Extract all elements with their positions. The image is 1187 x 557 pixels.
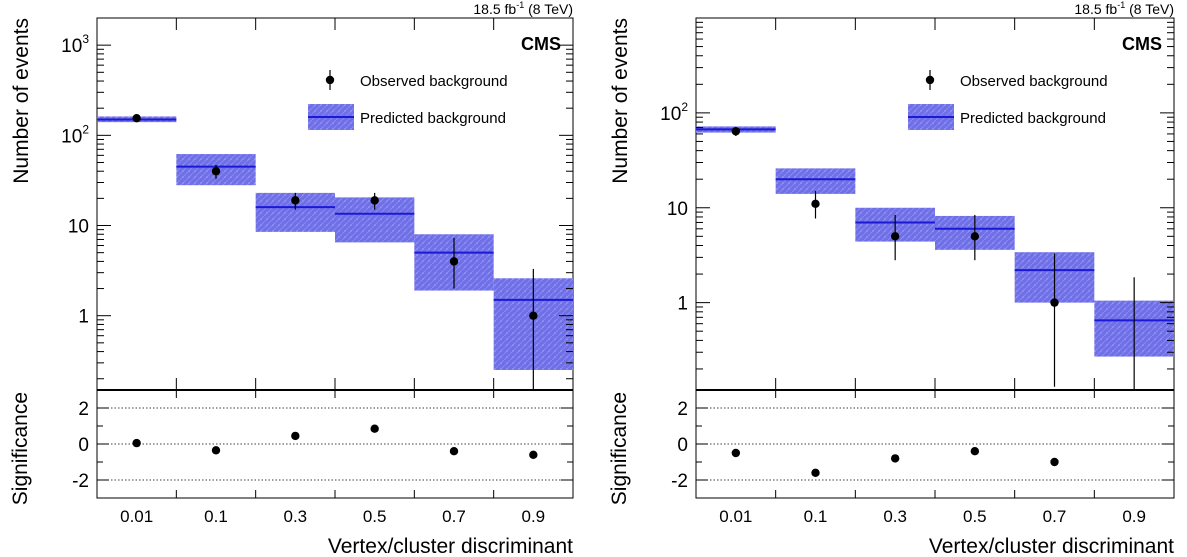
significance-axis-title: Significance <box>608 392 631 505</box>
significance-point-0.7 <box>1050 457 1059 467</box>
y-tick-label: 10 <box>68 217 89 238</box>
y-tick-label: 1 <box>78 307 89 328</box>
y-axis-title: Number of events <box>609 18 632 184</box>
observed-point-0.7 <box>1050 298 1059 307</box>
x-tick-label: 0.7 <box>1043 507 1067 526</box>
observed-point-0.3 <box>890 232 900 241</box>
y-tick-label: 102 <box>61 122 89 147</box>
significance-point-0.1 <box>211 446 221 455</box>
x-axis-title: Vertex/cluster discriminant <box>328 535 573 557</box>
observed-point-0.1 <box>811 199 820 209</box>
significance-axis-title: Significance <box>9 392 32 505</box>
sig-y-tick-label: 2 <box>78 399 89 420</box>
legend-observed-marker <box>925 75 935 85</box>
x-tick-label: 0.7 <box>442 507 466 526</box>
significance-point-0.1 <box>811 468 820 477</box>
y-tick-label-exponent: 3 <box>82 32 89 46</box>
y-tick-label-base: 1 <box>78 307 89 328</box>
x-axis-title: Vertex/cluster discriminant <box>929 535 1174 557</box>
significance-point-0.01 <box>132 438 141 448</box>
y-tick-label: 103 <box>61 32 89 57</box>
observed-point-0.3 <box>291 196 300 205</box>
sig-y-tick-label: 0 <box>677 435 688 456</box>
observed-point-0.9 <box>529 311 538 320</box>
observed-point-0.5 <box>970 232 980 241</box>
sig-y-tick-label: -2 <box>72 471 89 492</box>
y-tick-label: 10 <box>667 199 688 220</box>
significance-point-0.9 <box>529 450 538 459</box>
y-axis-title: Number of events <box>10 18 33 184</box>
x-tick-label: 0.3 <box>883 507 907 526</box>
observed-point-0.5 <box>370 196 379 205</box>
y-tick-label: 1 <box>677 294 688 315</box>
y-tick-label-base: 10 <box>68 217 89 238</box>
sig-y-tick-label: -2 <box>671 471 688 492</box>
energy-label: (8 TeV) <box>1125 1 1174 17</box>
significance-point-0.5 <box>970 447 980 456</box>
luminosity-value: 18.5 fb <box>473 1 516 17</box>
cms-label: CMS <box>1122 34 1162 54</box>
predicted-band-0.1 <box>775 168 856 194</box>
y-tick-label-exponent: 2 <box>681 100 688 114</box>
luminosity-value: 18.5 fb <box>1074 1 1117 17</box>
observed-point-0.01 <box>731 127 741 136</box>
y-tick-label-exponent: 2 <box>82 122 89 136</box>
sig-y-tick-label: 2 <box>677 399 688 420</box>
observed-point-0.1 <box>211 167 221 176</box>
legend-observed-label: Observed background <box>360 73 508 90</box>
energy-label: (8 TeV) <box>524 1 573 17</box>
significance-point-0.3 <box>890 454 900 463</box>
y-tick-label-base: 10 <box>660 104 681 125</box>
x-tick-label: 0.01 <box>120 507 153 526</box>
x-tick-label: 0.9 <box>522 507 546 526</box>
x-tick-label: 0.5 <box>363 507 387 526</box>
cms-label: CMS <box>521 34 561 54</box>
x-tick-label: 0.01 <box>719 507 752 526</box>
legend-observed-label: Observed background <box>960 73 1108 90</box>
luminosity-exponent: -1 <box>1117 0 1125 10</box>
legend-observed-marker <box>325 75 335 85</box>
x-tick-label: 0.1 <box>804 507 828 526</box>
luminosity-label: 18.5 fb-1 (8 TeV) <box>473 0 573 17</box>
y-tick-label-base: 1 <box>677 294 688 315</box>
legend-predicted-label: Predicted background <box>360 110 506 127</box>
sig-y-tick-label: 0 <box>78 435 89 456</box>
x-tick-label: 0.3 <box>284 507 308 526</box>
significance-point-0.5 <box>370 424 379 433</box>
significance-point-0.01 <box>731 448 741 458</box>
x-tick-label: 0.1 <box>204 507 228 526</box>
y-tick-label-base: 10 <box>667 199 688 220</box>
y-tick-label-base: 10 <box>61 126 82 147</box>
x-tick-label: 0.9 <box>1122 507 1146 526</box>
luminosity-label: 18.5 fb-1 (8 TeV) <box>1074 0 1174 17</box>
observed-point-0.01 <box>132 113 141 123</box>
legend-predicted-label: Predicted background <box>960 110 1106 127</box>
luminosity-exponent: -1 <box>516 0 524 10</box>
observed-point-0.7 <box>449 257 459 266</box>
y-tick-label-base: 10 <box>61 36 82 57</box>
significance-point-0.7 <box>449 447 459 456</box>
x-tick-label: 0.5 <box>963 507 987 526</box>
y-tick-label: 102 <box>660 100 688 125</box>
significance-point-0.3 <box>291 431 300 441</box>
